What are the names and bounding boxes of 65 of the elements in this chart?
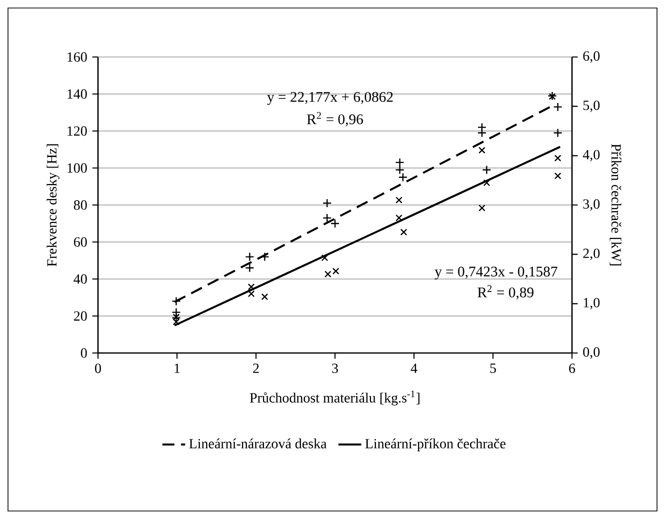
- legend-label: Lineární-příkon čechrače: [365, 438, 506, 452]
- point: [332, 268, 340, 275]
- x-tick-label: 0: [95, 364, 101, 374]
- y-axis-title: Frekvence desky [Hz]: [46, 144, 60, 266]
- y-tick-label: 0: [80, 348, 87, 358]
- x-tick-label: 2: [253, 364, 259, 373]
- legend-label: Lineární-nárazová deska: [189, 438, 327, 448]
- point: [172, 296, 181, 306]
- x-tick-label: 3: [332, 364, 338, 374]
- point: [395, 165, 404, 174]
- point: [261, 293, 268, 300]
- x-tick-label: 5: [490, 364, 496, 373]
- x-tick-label: 4: [410, 364, 418, 373]
- y2-tick-label: 1,0: [584, 298, 600, 310]
- x-axis-title: Průchodnost materiálu [kg.s$^{-1}$]: [250, 390, 420, 406]
- y2-tick-label: 2,0: [583, 248, 600, 260]
- y-tick-label: 20: [74, 311, 87, 321]
- y2-tick-label: 3,0: [583, 199, 600, 211]
- point: [548, 91, 557, 100]
- point: [321, 254, 328, 262]
- annotation: R$^{2}$ = 0,96: [306, 112, 363, 126]
- point: [478, 146, 486, 154]
- y2-tick-label: 6,0: [583, 51, 600, 63]
- point: [322, 213, 332, 223]
- y2-tick-label: 4,0: [582, 150, 600, 162]
- point: [248, 290, 255, 298]
- x-tick-label: 1: [174, 364, 180, 373]
- point: [477, 122, 487, 132]
- point: [248, 283, 255, 290]
- point: [245, 263, 254, 272]
- annotation: y = 22,177x + 6,0862: [267, 92, 393, 105]
- y-tick-label: 40: [74, 274, 87, 284]
- annotation: R$^{2}$ = 0,89: [478, 285, 534, 300]
- point: [554, 154, 562, 162]
- y2-tick-label: 5,0: [583, 100, 600, 112]
- y-tick-label: 160: [68, 52, 87, 62]
- point: [553, 128, 562, 138]
- point: [396, 196, 402, 204]
- point: [482, 165, 492, 174]
- point: [172, 314, 180, 320]
- y2-tick-label: 0,0: [583, 347, 600, 359]
- point: [245, 252, 254, 262]
- point: [548, 93, 556, 100]
- point: [477, 128, 487, 138]
- point: [396, 214, 402, 222]
- point: [322, 198, 332, 208]
- point: [172, 308, 181, 317]
- y-tick-label: 60: [74, 237, 87, 247]
- point: [400, 228, 408, 236]
- annotation: y = 0,7423x - 0,1587: [434, 266, 558, 280]
- y-tick-label: 120: [68, 126, 87, 136]
- y-tick-label: 100: [68, 163, 87, 173]
- y-tick-label: 140: [68, 89, 87, 99]
- point: [398, 172, 408, 182]
- point: [324, 270, 332, 278]
- point: [553, 102, 562, 112]
- x-tick-label: 6: [569, 364, 576, 374]
- point: [554, 172, 562, 180]
- point: [483, 179, 490, 186]
- y2-axis-title: Příkon čechrače [kW]: [610, 144, 622, 266]
- y-tick-label: 80: [74, 200, 87, 210]
- point: [395, 158, 404, 168]
- point: [478, 204, 486, 212]
- point: [260, 252, 270, 262]
- point: [330, 218, 340, 228]
